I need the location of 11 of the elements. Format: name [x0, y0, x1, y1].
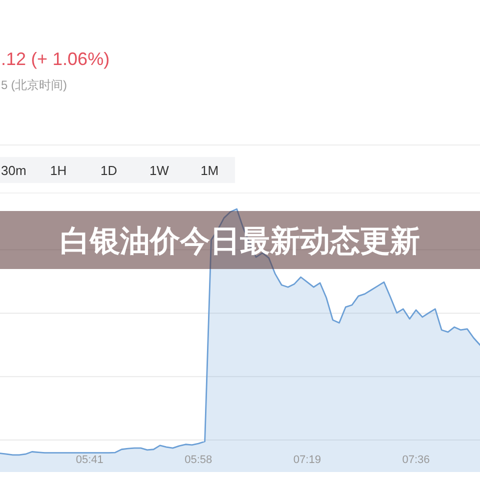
text: 1M — [200, 163, 219, 178]
text: 5 (北京时间) — [1, 78, 68, 92]
text: 1W — [149, 163, 170, 178]
text: .12 (+ 1.06%) — [1, 49, 110, 69]
text: 1H — [50, 163, 67, 178]
text: 30m — [1, 163, 26, 178]
x-tick-label: 07:19 — [293, 454, 321, 466]
x-tick-label: 05:58 — [184, 454, 212, 466]
text: 1D — [100, 163, 118, 178]
x-tick-label: 07:36 — [402, 454, 430, 466]
x-tick-label: 05:41 — [76, 454, 104, 466]
